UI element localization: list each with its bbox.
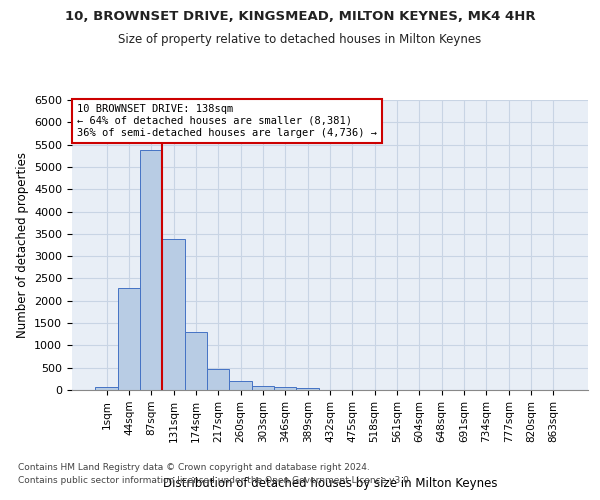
Bar (296, 388, 319, 390)
Text: Contains HM Land Registry data © Crown copyright and database right 2024.: Contains HM Land Registry data © Crown c… (18, 462, 370, 471)
Text: Contains public sector information licensed under the Open Government Licence v3: Contains public sector information licen… (18, 476, 412, 485)
Bar (140, 150, 163, 390)
Text: Size of property relative to detached houses in Milton Keynes: Size of property relative to detached ho… (118, 32, 482, 46)
Text: Distribution of detached houses by size in Milton Keynes: Distribution of detached houses by size … (163, 477, 497, 490)
Y-axis label: Number of detached properties: Number of detached properties (16, 152, 29, 338)
Bar (207, 368, 229, 390)
Bar (118, 288, 140, 390)
Bar (252, 386, 274, 390)
Bar (229, 381, 252, 390)
Bar (95, 386, 118, 390)
Bar (274, 388, 296, 390)
Bar (163, 239, 185, 390)
Bar (185, 332, 207, 390)
Text: 10 BROWNSET DRIVE: 138sqm
← 64% of detached houses are smaller (8,381)
36% of se: 10 BROWNSET DRIVE: 138sqm ← 64% of detac… (77, 104, 377, 138)
Text: 10, BROWNSET DRIVE, KINGSMEAD, MILTON KEYNES, MK4 4HR: 10, BROWNSET DRIVE, KINGSMEAD, MILTON KE… (65, 10, 535, 23)
